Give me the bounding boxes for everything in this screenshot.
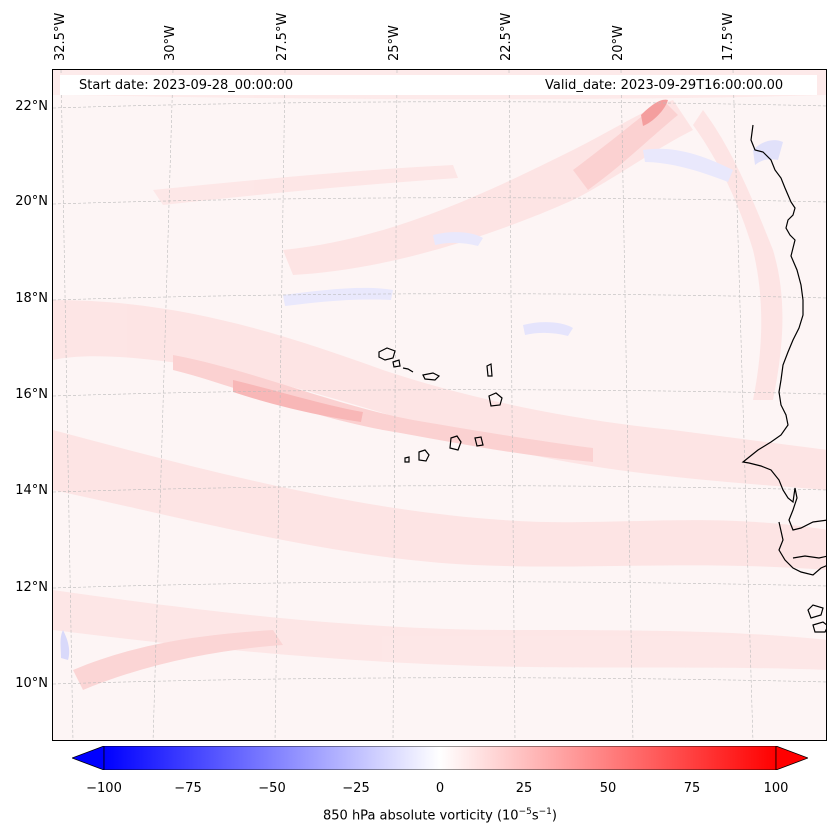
graticule — [53, 70, 826, 740]
gridline-lon-17-5 — [732, 70, 754, 740]
gridline-lat-14 — [53, 485, 826, 493]
colorbar-tick-label-4: 0 — [435, 781, 445, 796]
colorbar-title-mid: s — [531, 808, 539, 824]
colorbar-tick-label-1: −75 — [174, 781, 202, 796]
colorbar-left-extend — [72, 746, 105, 770]
band-blue-2 — [523, 322, 573, 336]
lon-label-6: 17.5°W — [721, 12, 736, 61]
lat-label-16: 16°N — [15, 387, 48, 402]
gridline-lat-16 — [53, 389, 826, 397]
gridline-lon-22-5 — [508, 70, 516, 740]
colorbar-body — [103, 746, 777, 770]
band-pink-6 — [73, 630, 283, 690]
band-pink-5 — [53, 590, 826, 670]
band-pink-8 — [573, 100, 678, 190]
coastline-cape-verde-5 — [486, 363, 493, 377]
coastline-cape-verde-3 — [402, 367, 414, 373]
coastline-cape-verde-10 — [474, 436, 484, 447]
colorbar-title-exp1: −5 — [518, 807, 532, 817]
gridline-lat-12 — [53, 581, 826, 589]
band-pink-2 — [173, 355, 593, 462]
lon-label-1: 30°W — [163, 25, 178, 61]
band-blue-3 — [643, 148, 733, 182]
band-pink-4 — [53, 430, 826, 570]
coastline-guinea-bissau-islands — [807, 604, 826, 633]
coastline-cape-verde-8 — [418, 449, 430, 462]
coastline-cape-verde-9 — [404, 456, 410, 463]
colorbar-tick-label-2: −50 — [258, 781, 286, 796]
colorbar-tick-label-8: 100 — [763, 781, 789, 796]
date-info-bar — [60, 75, 817, 95]
start-date-label: Start date: 2023-09-28_00:00:00 — [79, 78, 294, 93]
valid-date-label: Valid_date: 2023-09-29T16:00:00.00 — [545, 78, 784, 93]
colorbar-tick-label-0: −100 — [86, 781, 122, 796]
band-blue-1 — [283, 287, 393, 306]
lat-label-18: 18°N — [15, 291, 48, 306]
gridline-lat-10 — [53, 677, 826, 685]
band-pink-10 — [153, 165, 458, 205]
coastline-cape-verde-6 — [488, 392, 503, 407]
band-pink-9 — [693, 110, 783, 400]
coastline-africa-south — [778, 521, 826, 576]
vorticity-map — [53, 70, 826, 740]
gridline-lon-20 — [620, 70, 634, 740]
lon-label-4: 22.5°W — [499, 12, 514, 61]
gridline-lat-20 — [53, 197, 826, 205]
band-pink-3 — [233, 380, 363, 422]
lon-label-5: 20°W — [611, 25, 626, 61]
colorbar-title: 850 hPa absolute vorticity (10−5s−1) — [0, 807, 837, 823]
lon-label-2: 27.5°W — [275, 12, 290, 61]
gridline-lon-25 — [392, 70, 398, 740]
band-pink-7 — [283, 100, 693, 275]
colorbar-tick-label-3: −25 — [342, 781, 370, 796]
band-blue-6 — [433, 232, 483, 246]
coastline-gambia — [792, 555, 826, 559]
colorbar-right-extend — [775, 746, 808, 770]
coastline-cape-verde-7 — [449, 435, 462, 451]
lat-label-10: 10°N — [15, 676, 48, 691]
colorbar-title-prefix: 850 hPa absolute vorticity (10 — [323, 808, 519, 824]
colorbar-title-suffix: ) — [551, 808, 557, 824]
colorbar-title-exp2: −1 — [538, 807, 552, 817]
gridline-lat-18 — [53, 293, 826, 301]
colorbar — [72, 746, 808, 770]
lat-label-20: 20°N — [15, 194, 48, 209]
band-blue-5 — [60, 630, 70, 660]
lon-label-3: 25°W — [387, 25, 402, 61]
colorbar-tick-label-7: 75 — [683, 781, 701, 796]
lon-label-0: 32.5°W — [53, 12, 68, 61]
colorbar-tick-label-5: 25 — [515, 781, 533, 796]
map-panel — [52, 69, 827, 741]
colorbar-tick-label-6: 50 — [599, 781, 617, 796]
gridline-lon-32-5 — [60, 70, 74, 740]
band-red-peak — [641, 99, 668, 126]
lat-label-12: 12°N — [15, 580, 48, 595]
gridline-lon-27-5 — [274, 70, 286, 740]
gridline-lon-30 — [152, 70, 174, 740]
coastline-africa — [741, 124, 826, 531]
band-pink-1 — [53, 300, 826, 490]
gridline-lat-22 — [53, 101, 826, 109]
coastline-cape-verde-2 — [392, 359, 401, 368]
band-blue-4 — [753, 140, 783, 165]
lat-label-22: 22°N — [15, 99, 48, 114]
coastline — [378, 124, 826, 633]
coastline-cape-verde-1 — [378, 347, 396, 361]
coastline-cape-verde-4 — [422, 372, 441, 381]
lat-label-14: 14°N — [15, 483, 48, 498]
